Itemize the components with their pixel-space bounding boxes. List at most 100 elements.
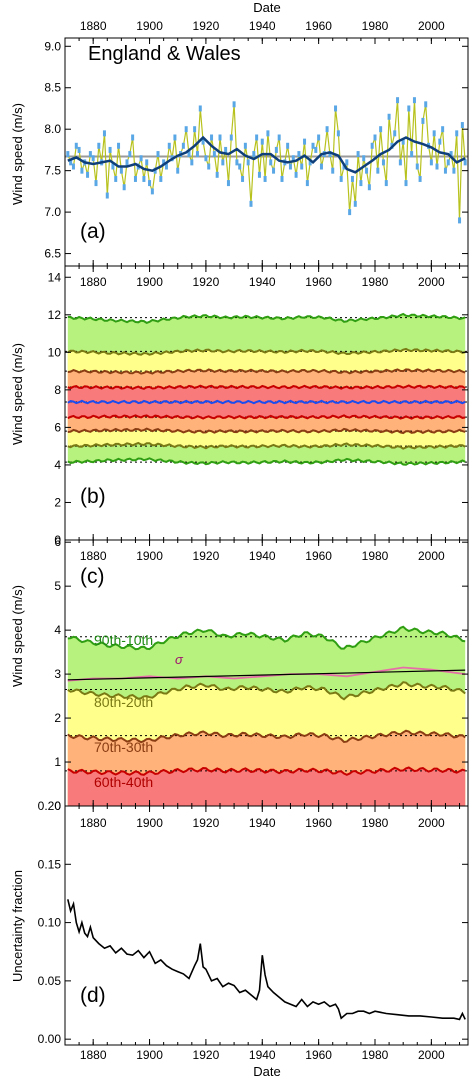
band-line-70th-30th (67, 729, 466, 744)
annual-point (66, 151, 70, 158)
y-tick-label: 8.0 (44, 122, 61, 136)
annual-point (277, 134, 281, 141)
annual-point (142, 175, 146, 182)
annual-point (88, 151, 92, 158)
annual-point (393, 130, 397, 137)
x-tick-label: 1900 (136, 549, 163, 563)
annual-point (303, 138, 307, 145)
annual-point (412, 97, 416, 104)
annual-point (74, 142, 78, 149)
panel-a-label: (a) (80, 220, 106, 243)
annual-point (353, 200, 357, 207)
x-tick-label: 1880 (80, 816, 107, 830)
annual-point (207, 163, 211, 170)
y-tick-label: 0.20 (38, 799, 62, 813)
annual-point (111, 163, 115, 170)
annual-point (331, 167, 335, 174)
annual-point (424, 101, 428, 108)
annual-point (201, 138, 205, 145)
annual-point (404, 180, 408, 187)
x-tick-label: 1900 (136, 275, 163, 289)
annual-point (336, 130, 340, 137)
annual-point (125, 159, 129, 166)
x-tick-label: 1980 (362, 19, 389, 33)
panel-c-ylabel: Wind speed (m/s) (10, 585, 25, 687)
x-tick-label: 1880 (80, 549, 107, 563)
annual-point (241, 175, 245, 182)
annual-point (379, 126, 383, 133)
annual-point (266, 130, 270, 137)
annual-point (272, 167, 276, 174)
band-label-60-40: 60th-40th (94, 774, 153, 790)
annual-point (396, 97, 400, 104)
annual-point (150, 188, 154, 195)
annual-point (238, 163, 242, 170)
annual-point (356, 151, 360, 158)
annual-point (362, 155, 366, 162)
annual-point (373, 134, 377, 141)
y-tick-label: 2 (54, 711, 61, 725)
annual-point (418, 175, 422, 182)
annual-point (458, 217, 462, 224)
annual-point (252, 151, 256, 158)
panel-a-ylabel: Wind speed (m/s) (10, 103, 25, 205)
y-tick-label: 2 (54, 495, 61, 509)
y-tick-label: 14 (48, 270, 62, 284)
band-label-90-10: 90th-10th (94, 632, 153, 648)
annual-series-line (67, 100, 466, 221)
annual-point (212, 151, 216, 158)
annual-point (235, 159, 239, 166)
y-tick-label: 7.5 (44, 164, 61, 178)
annual-point (300, 163, 304, 170)
panel-a: 1880 1900 1920 1940 1960 1980 2000 6.5 7.0 7.5 8.0… (10, 19, 469, 267)
annual-point (181, 142, 185, 149)
y-tick-label: 0 (54, 533, 61, 547)
annual-point (435, 163, 439, 170)
panel-d: 1880 1900 1920 1940 1960 1980 2000 1880 1900 1920… (10, 799, 469, 1062)
annual-point (297, 151, 301, 158)
y-tick-label: 12 (48, 308, 62, 322)
x-tick-label: 1960 (305, 816, 332, 830)
annual-point (80, 167, 84, 174)
x-tick-label: 1940 (249, 549, 276, 563)
annual-point (370, 142, 374, 149)
y-tick-label: 3 (54, 667, 61, 681)
annual-point (198, 105, 202, 112)
band-line-60th-40th (67, 766, 466, 776)
annual-point (148, 180, 152, 187)
annual-point (77, 146, 81, 153)
x-tick-label: 1940 (249, 816, 276, 830)
annual-point (257, 171, 261, 178)
annual-point (215, 171, 219, 178)
percentile-line-10th (67, 457, 466, 466)
annual-point (69, 159, 73, 166)
x-tick-label: 1940 (249, 19, 276, 33)
x-tick-label: 1880 (80, 275, 107, 289)
annual-point (449, 151, 453, 158)
annual-point (263, 175, 267, 182)
annual-point (317, 134, 321, 141)
annual-point (260, 138, 264, 145)
annual-point (398, 159, 402, 166)
annual-point (86, 171, 90, 178)
smoothed-series-line (67, 135, 466, 174)
annual-point (325, 126, 329, 133)
x-tick-label: 1900 (136, 19, 163, 33)
annual-point (221, 159, 225, 166)
annual-point (108, 146, 112, 153)
annual-point (167, 142, 171, 149)
percentile-line-80th (67, 347, 466, 356)
y-tick-label: 0.15 (38, 857, 62, 871)
annual-point (443, 167, 447, 174)
x-tick-label-bottom: 1920 (193, 1048, 220, 1062)
percentile-line-20th (67, 441, 466, 450)
y-tick-label: 8.5 (44, 81, 61, 95)
annual-point (71, 163, 75, 170)
annual-point (286, 142, 290, 149)
annual-point (131, 134, 135, 141)
panel-b-label: (b) (80, 485, 106, 508)
annual-point (246, 159, 250, 166)
panel-b: 1880 1900 1920 1940 1960 1980 200002468101214 … (10, 265, 469, 547)
annual-point (401, 138, 405, 145)
